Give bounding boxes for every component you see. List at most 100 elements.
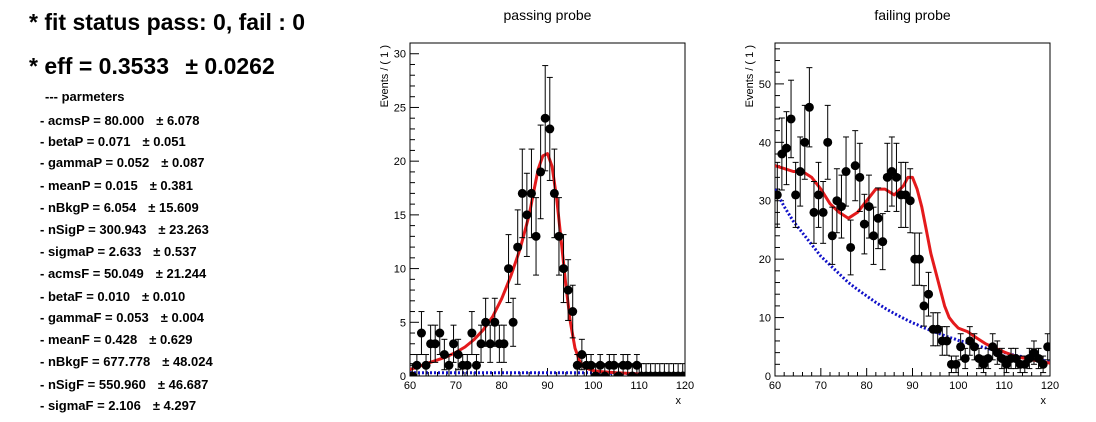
parameter-row: - acmsF = 50.049 ± 21.244 <box>40 266 206 281</box>
parameter-error: ± 15.609 <box>148 200 199 215</box>
x-tick-label: 90 <box>906 380 918 392</box>
y-tick-label: 30 <box>394 49 406 61</box>
data-point <box>859 219 869 229</box>
parameter-row: - sigmaF = 2.106 ± 4.297 <box>40 398 196 413</box>
x-tick-label: 120 <box>1041 380 1059 392</box>
data-point <box>850 161 860 171</box>
data-point <box>942 336 952 346</box>
data-point <box>864 202 874 212</box>
data-point <box>823 137 833 147</box>
parameter-row: - nBkgP = 6.054 ± 15.609 <box>40 200 199 215</box>
failing-probe-chart: failing probe 60 70 80 90 100 110 120 0 10 20 30 40 5… <box>736 0 1096 422</box>
parameter-value: - sigmaF = 2.106 <box>40 398 141 413</box>
y-tick-label: 20 <box>759 254 771 266</box>
efficiency-text: * eff = 0.3533 ± 0.0262 <box>29 53 275 80</box>
data-point <box>818 207 828 217</box>
parameter-row: - nBkgF = 677.778 ± 48.024 <box>40 354 213 369</box>
data-point <box>800 137 810 147</box>
data-point <box>841 167 851 177</box>
data-point <box>595 360 605 370</box>
data-point <box>969 342 979 352</box>
data-point <box>933 324 943 334</box>
x-tick-label: 80 <box>496 380 508 392</box>
data-point <box>600 371 610 376</box>
y-tick-label: 20 <box>394 156 406 168</box>
parameter-row: - betaF = 0.010 ± 0.010 <box>40 289 185 304</box>
data-point <box>513 242 523 252</box>
data-point <box>522 210 532 220</box>
data-point <box>568 307 578 317</box>
x-tick-label: 110 <box>995 380 1013 392</box>
fit-status-text: * fit status pass: 0, fail : 0 <box>29 9 306 35</box>
parameter-error: ± 6.078 <box>156 113 200 128</box>
parameter-error: ± 48.024 <box>162 354 213 369</box>
data-point <box>572 360 582 370</box>
parameter-row: - nSigP = 300.943 ± 23.263 <box>40 222 209 237</box>
passing-probe-plot: passing probe 60 70 80 90 100 110 120 0 5 10 15 20 25… <box>379 7 694 407</box>
parameter-row: - sigmaP = 2.633 ± 0.537 <box>40 244 197 259</box>
data-point <box>439 350 449 360</box>
y-axis-label: Events / ( 1 ) <box>379 45 391 107</box>
data-point <box>1043 342 1050 352</box>
parameter-error: ± 0.004 <box>160 310 205 325</box>
data-point <box>891 172 901 182</box>
data-point <box>549 188 559 198</box>
data-point <box>462 360 472 370</box>
parameter-value: - nSigF = 550.960 <box>40 377 146 392</box>
data-point <box>632 360 642 370</box>
parameter-error: ± 0.537 <box>153 244 197 259</box>
y-tick-label: 40 <box>759 137 771 149</box>
parameter-value: - betaF = 0.010 <box>40 289 130 304</box>
data-point <box>412 360 422 370</box>
data-point <box>563 285 573 295</box>
data-point <box>416 328 426 338</box>
x-tick-label: 100 <box>584 380 602 392</box>
background-fit-curve <box>410 371 685 376</box>
data-point <box>869 231 879 241</box>
data-point <box>836 202 846 212</box>
data-point <box>775 190 782 200</box>
y-tick-label: 50 <box>759 79 771 91</box>
data-point <box>827 231 837 241</box>
data-point <box>623 360 633 370</box>
data-point <box>919 301 929 311</box>
data-point <box>791 190 801 200</box>
x-axis-label: x <box>676 395 682 407</box>
fit-parameters-panel: * fit status pass: 0, fail : 0 * eff = 0… <box>0 0 370 422</box>
data-point <box>526 188 536 198</box>
data-point <box>609 360 619 370</box>
data-point <box>485 339 495 349</box>
data-point <box>627 371 637 376</box>
parameter-error: ± 4.297 <box>152 398 197 413</box>
parameter-error: ± 23.263 <box>158 222 209 237</box>
data-point <box>878 237 888 247</box>
data-point <box>846 242 856 252</box>
x-tick-label: 70 <box>450 380 462 392</box>
data-point <box>554 231 564 241</box>
data-point <box>678 371 685 376</box>
parameter-error: ± 46.687 <box>157 377 209 392</box>
y-tick-label: 10 <box>759 313 771 325</box>
parameter-value: - acmsF = 50.049 <box>40 266 144 281</box>
y-tick-label: 30 <box>759 196 771 208</box>
y-tick-label: 0 <box>765 371 771 383</box>
efficiency-error: ± 0.0262 <box>185 53 275 79</box>
data-point <box>905 196 915 206</box>
x-tick-label: 80 <box>861 380 873 392</box>
parameter-error: ± 0.087 <box>161 155 205 170</box>
data-point <box>508 317 518 327</box>
parameter-value: - meanP = 0.015 <box>40 178 138 193</box>
data-point <box>914 254 924 264</box>
data-point <box>449 339 459 349</box>
background-fit-curve <box>775 188 1050 363</box>
data-point <box>614 371 624 376</box>
data-point <box>586 360 596 370</box>
x-tick-label: 120 <box>676 380 694 392</box>
data-point <box>809 207 819 217</box>
data-point <box>786 114 796 124</box>
parameter-row: - meanP = 0.015 ± 0.381 <box>40 178 193 193</box>
x-tick-label: 60 <box>404 380 416 392</box>
chart-title: failing probe <box>874 7 950 23</box>
parameter-row: - gammaF = 0.053 ± 0.004 <box>40 310 204 325</box>
parameter-row: - gammaP = 0.052 ± 0.087 <box>40 155 205 170</box>
